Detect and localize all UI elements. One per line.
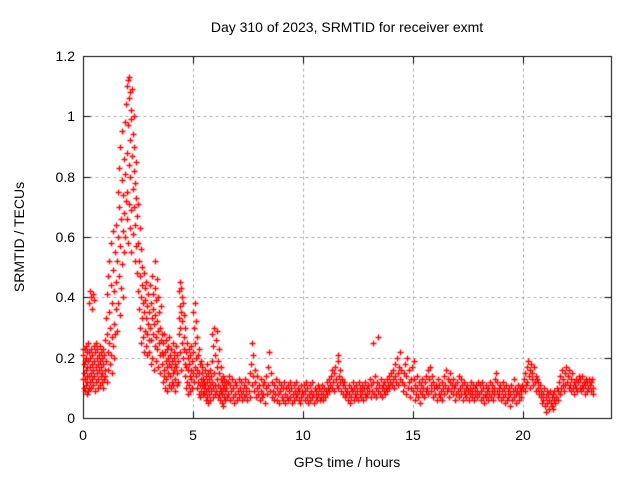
y-tick-label-0.4: 0.4	[55, 289, 75, 305]
x-axis-label: GPS time / hours	[293, 454, 401, 470]
y-tick-label-0: 0	[67, 410, 75, 426]
y-tick-label-0.2: 0.2	[55, 350, 75, 366]
x-tick-label-15: 15	[405, 427, 421, 443]
x-tick-label-10: 10	[295, 427, 311, 443]
chart-title: Day 310 of 2023, SRMTID for receiver exm…	[210, 19, 484, 35]
x-tick-label-5: 5	[189, 427, 197, 443]
x-tick-label-0: 0	[79, 427, 87, 443]
y-tick-label-1.2: 1.2	[55, 48, 75, 64]
y-tick-label-0.8: 0.8	[55, 169, 75, 185]
y-tick-label-1: 1	[67, 108, 75, 124]
x-tick-label-20: 20	[515, 427, 531, 443]
y-tick-label-0.6: 0.6	[55, 229, 75, 245]
